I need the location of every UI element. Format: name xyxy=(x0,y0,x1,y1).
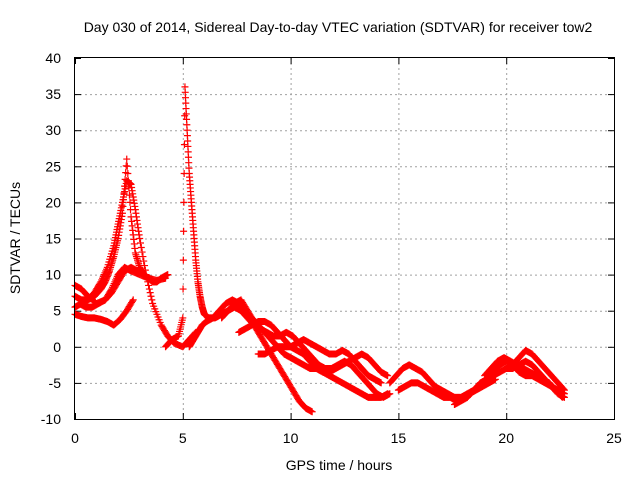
data-point xyxy=(140,257,148,265)
data-point xyxy=(146,289,154,297)
plot-frame xyxy=(74,57,615,420)
series-sat-e xyxy=(75,263,142,311)
data-point xyxy=(386,390,394,398)
x-tick-label: 15 xyxy=(391,430,407,446)
y-axis-label: SDTVAR / TECUs xyxy=(7,182,23,294)
data-point xyxy=(124,177,132,185)
data-point xyxy=(139,253,147,261)
data-point xyxy=(121,182,129,190)
y-tick-label: -10 xyxy=(41,411,61,427)
data-point xyxy=(557,392,565,400)
series-sat-l xyxy=(394,375,499,405)
data-point xyxy=(384,372,392,380)
data-point xyxy=(136,235,144,242)
data-point xyxy=(180,198,188,206)
data-point xyxy=(120,189,128,197)
data-point xyxy=(129,296,137,304)
data-point xyxy=(180,141,188,149)
x-tick-label: 20 xyxy=(498,430,514,446)
y-tick-label: 0 xyxy=(53,339,61,355)
data-point xyxy=(136,239,144,247)
x-tick-label: 10 xyxy=(283,430,299,446)
data-point xyxy=(179,256,187,264)
data-point xyxy=(125,184,133,192)
y-tick-label: 35 xyxy=(45,86,61,102)
data-point xyxy=(162,274,170,282)
data-point xyxy=(560,386,568,394)
data-point xyxy=(179,314,187,322)
data-point xyxy=(558,393,566,401)
data-point xyxy=(145,281,153,289)
data-point xyxy=(145,285,153,293)
data-point xyxy=(121,175,129,183)
data-point xyxy=(118,209,126,217)
data-point xyxy=(126,198,134,206)
data-point xyxy=(124,170,132,178)
data-point xyxy=(123,162,131,170)
data-point xyxy=(120,196,128,204)
x-tick-label: 25 xyxy=(606,430,622,446)
data-point xyxy=(137,244,145,252)
data-point xyxy=(128,297,136,305)
y-tick-label: 30 xyxy=(45,122,61,138)
data-point xyxy=(164,271,172,279)
series-sat-j xyxy=(254,336,385,387)
series-sat-p xyxy=(502,346,568,394)
data-point xyxy=(123,155,131,163)
data-point xyxy=(147,292,155,300)
x-tick-label: 5 xyxy=(179,430,187,446)
points-layer xyxy=(71,83,568,416)
tick-layer: 0 5 10 15 20 25 -10 -5 0 5 10 15 20 25 30 35 40 xyxy=(41,50,622,446)
data-point xyxy=(308,408,316,416)
series-sat-d xyxy=(71,296,137,329)
data-point xyxy=(119,202,127,210)
data-point xyxy=(148,296,156,304)
y-tick-label: 25 xyxy=(45,158,61,174)
y-tick-label: 10 xyxy=(45,267,61,283)
series-sat-o xyxy=(481,354,566,401)
data-point xyxy=(125,191,133,199)
y-tick-label: -5 xyxy=(49,375,62,391)
y-tick-label: 40 xyxy=(45,50,61,66)
x-tick-label: 0 xyxy=(71,430,79,446)
data-point xyxy=(180,227,188,235)
data-point xyxy=(560,385,568,393)
data-point xyxy=(127,206,135,214)
y-tick-label: 15 xyxy=(45,231,61,247)
data-point xyxy=(179,285,187,293)
data-point xyxy=(138,248,146,256)
x-axis-label: GPS time / hours xyxy=(286,457,393,473)
data-point xyxy=(134,267,142,275)
y-tick-label: 5 xyxy=(53,303,61,319)
y-tick-label: 20 xyxy=(45,194,61,210)
data-point xyxy=(377,379,385,387)
chart-title: Day 030 of 2014, Sidereal Day-to-day VTE… xyxy=(84,19,593,35)
